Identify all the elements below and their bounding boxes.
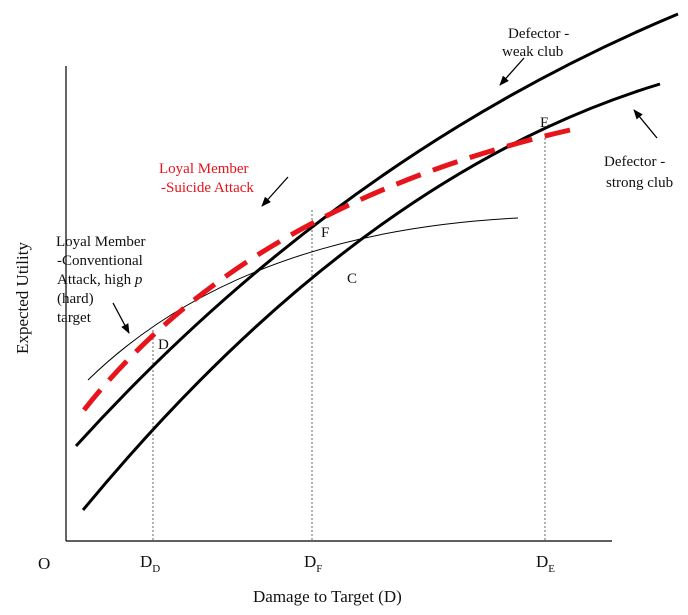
y-axis-title: Expected Utility [13, 242, 32, 354]
point-label-d: D [158, 337, 169, 353]
tick-df-main: D [304, 552, 316, 571]
curve-defector-strong-club [81, 82, 661, 511]
tick-dd-sub: D [152, 563, 160, 575]
tick-de-sub: E [548, 563, 555, 575]
arrow-strong-club [633, 109, 658, 139]
label-weak-club-line1: Defector - [508, 26, 569, 42]
curve-loyal-conventional [87, 217, 519, 381]
arrow-conventional [112, 302, 130, 334]
label-conventional-line1: Loyal Member [56, 234, 146, 250]
point-label-f: F [321, 225, 329, 241]
tick-label-dd: DD [140, 552, 160, 575]
tick-label-de: DE [536, 552, 555, 575]
tick-dd-main: D [140, 552, 152, 571]
label-conventional-attack: Attack, high [57, 272, 135, 288]
arrow-suicide [261, 176, 289, 207]
tick-label-df: DF [304, 552, 322, 575]
origin-label: O [38, 554, 50, 573]
label-suicide-line2: -Suicide Attack [161, 180, 254, 196]
label-strong-club-line1: Defector - [604, 154, 665, 170]
arrow-weak-club [499, 57, 525, 86]
curve-defector-weak-club [74, 12, 679, 448]
tick-df-sub: F [316, 563, 322, 575]
label-strong-club-line2: strong club [606, 175, 673, 191]
label-weak-club-line2: weak club [502, 44, 563, 60]
label-conventional-line5: target [57, 310, 92, 326]
label-suicide-line1: Loyal Member [159, 161, 249, 177]
label-conventional-line2: -Conventional [57, 253, 143, 269]
tick-de-main: D [536, 552, 548, 571]
x-axis-title: Damage to Target (D) [253, 587, 402, 606]
label-conventional-p: p [134, 272, 143, 288]
label-conventional-line3: Attack, high p [57, 272, 143, 288]
curve-loyal-suicide [82, 127, 571, 412]
point-label-e: E [540, 115, 549, 131]
label-conventional-line4: (hard) [57, 291, 94, 307]
point-label-c: C [347, 271, 357, 287]
